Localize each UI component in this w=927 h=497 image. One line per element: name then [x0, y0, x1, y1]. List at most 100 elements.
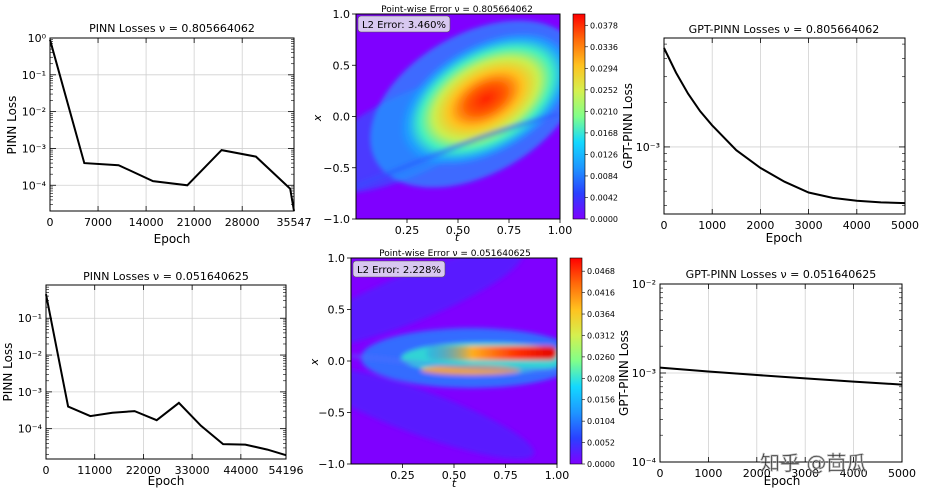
- x-axis-label: Epoch: [766, 231, 803, 245]
- plot-frame: [49, 37, 295, 212]
- grid: [659, 283, 903, 463]
- y-tick-label: 0.0: [328, 355, 346, 368]
- colorbar-tick-label: 0.0294: [590, 64, 618, 73]
- series-line: [45, 294, 287, 457]
- colorbar-tick-label: 0.0168: [590, 129, 618, 138]
- chart-pointwise-error-top: Point-wise Error ν = 0.805664062 L2 Erro…: [311, 5, 618, 244]
- y-axis-label: GPT-PINN Loss: [617, 330, 631, 416]
- x-axis-label: t: [455, 231, 460, 244]
- x-ticks: 0 11000 22000 33000 44000 54196: [43, 285, 304, 477]
- y-axis-label: PINN Loss: [5, 96, 19, 155]
- y-tick-label: 10⁻²: [18, 349, 42, 362]
- heatmap-lower-band: [351, 367, 535, 459]
- y-ticks: 10⁻³: [636, 43, 905, 206]
- chart-gpt-pinn-loss-bottom: GPT-PINN Losses ν = 0.051640625 0 1000 200…: [617, 268, 916, 488]
- y-tick-label: 10⁻³: [636, 141, 660, 154]
- x-tick-label: 1000: [694, 467, 722, 480]
- chart-gpt-pinn-loss-top: GPT-PINN Losses ν = 0.805664062 0 1000 200…: [621, 23, 919, 245]
- y-tick-label: 10⁻¹: [18, 312, 42, 325]
- y-tick-label: 1.0: [333, 8, 351, 21]
- plot-frame: [663, 37, 906, 215]
- heatmap-ridge: [351, 354, 557, 372]
- x-tick-label: 22000: [126, 464, 161, 477]
- l2-error-text: L2 Error: 2.228%: [357, 265, 441, 276]
- colorbar-ticks: 0.0000 0.0052 0.0104 0.0156 0.0208 0.0260 0.03…: [582, 267, 615, 469]
- chart-title: Point-wise Error ν = 0.051640625: [379, 249, 531, 259]
- y-ticks: −1.0 −0.5 0.0 0.5 1.0: [323, 8, 356, 226]
- x-ticks: 0 1000 2000 3000 4000 5000: [657, 284, 916, 480]
- y-tick-label: 10⁻²: [632, 278, 656, 291]
- x-tick-label: 28000: [225, 216, 260, 229]
- x-tick-label: 0.25: [390, 469, 415, 482]
- colorbar-tick-label: 0.0312: [587, 331, 615, 340]
- chart-title: PINN Losses ν = 0.805664062: [89, 22, 255, 35]
- y-tick-label: −1.0: [318, 458, 345, 471]
- y-tick-label: −1.0: [323, 213, 350, 226]
- y-tick-label: 10⁻³: [632, 367, 656, 380]
- series-line: [49, 39, 295, 212]
- y-tick-label: 0.5: [328, 304, 346, 317]
- y-tick-label: 0.0: [333, 111, 351, 124]
- y-tick-label: 10⁻²: [22, 106, 46, 119]
- x-tick-label: 1.00: [548, 224, 573, 237]
- chart-title: GPT-PINN Losses ν = 0.805664062: [689, 23, 880, 36]
- colorbar-tick-label: 0.0378: [590, 21, 618, 30]
- x-tick-label: 0.50: [446, 224, 471, 237]
- x-tick-label: 44000: [223, 464, 258, 477]
- chart-title: Point-wise Error ν = 0.805664062: [381, 5, 533, 15]
- colorbar-tick-label: 0.0104: [587, 417, 615, 426]
- heatmap-area: [351, 258, 557, 464]
- colorbar-tick-label: 0.0208: [587, 374, 615, 383]
- x-tick-label: 54196: [269, 464, 304, 477]
- x-tick-label: 1000: [698, 219, 726, 232]
- x-tick-label: 3000: [791, 467, 819, 480]
- y-tick-label: 10⁻¹: [22, 69, 46, 82]
- x-axis-label: Epoch: [764, 474, 801, 488]
- heatmap-peak-stripe: [426, 346, 557, 360]
- colorbar: [569, 257, 583, 465]
- colorbar: [572, 13, 586, 220]
- grid: [45, 285, 287, 459]
- x-tick-label: 5000: [891, 219, 919, 232]
- x-tick-label: 2000: [743, 467, 771, 480]
- colorbar-tick-label: 0.0084: [590, 172, 618, 181]
- x-tick-label: 3000: [795, 219, 823, 232]
- colorbar-tick-label: 0.0252: [590, 86, 618, 95]
- x-axis-label: Epoch: [148, 474, 185, 488]
- x-tick-label: 7000: [84, 216, 112, 229]
- chart-pinn-loss-top: PINN Losses ν = 0.805664062 0 7000 14000 21…: [5, 22, 312, 246]
- colorbar-tick-label: 0.0468: [587, 267, 615, 276]
- x-tick-label: 4000: [843, 219, 871, 232]
- y-axis-label: PINN Loss: [1, 343, 15, 402]
- y-ticks: 10⁻⁴ 10⁻³ 10⁻² 10⁻¹ 10⁰: [22, 32, 294, 205]
- plot-frame: [45, 284, 287, 460]
- x-tick-label: 0.75: [493, 469, 518, 482]
- x-tick-label: 0: [43, 464, 50, 477]
- y-tick-label: −0.5: [318, 407, 345, 420]
- y-tick-label: 10⁻³: [18, 386, 42, 399]
- heatmap-upper-band: [351, 258, 523, 349]
- heatmap-ridge: [356, 111, 560, 189]
- y-tick-label: 1.0: [328, 252, 346, 265]
- y-tick-label: 0.5: [333, 59, 351, 72]
- y-tick-label: 10⁻⁴: [632, 456, 657, 469]
- y-ticks: 10⁻⁴ 10⁻³ 10⁻²: [632, 278, 902, 469]
- y-ticks: 10⁻⁴ 10⁻³ 10⁻² 10⁻¹: [18, 286, 286, 455]
- y-tick-label: 10⁰: [28, 32, 47, 45]
- y-axis-label: x: [308, 358, 321, 366]
- l2-error-text: L2 Error: 3.460%: [362, 20, 446, 31]
- colorbar-tick-label: 0.0336: [590, 43, 618, 52]
- y-axis-label: x: [311, 114, 324, 122]
- colorbar-tick-label: 0.0052: [587, 439, 615, 448]
- x-tick-label: 1.00: [545, 469, 570, 482]
- colorbar-tick-label: 0.0000: [590, 215, 618, 224]
- x-tick-label: 11000: [77, 464, 112, 477]
- series-line: [659, 366, 903, 386]
- x-tick-label: 14000: [129, 216, 164, 229]
- heatmap-area: [356, 14, 560, 219]
- l2-error-badge: [352, 260, 446, 278]
- colorbar-tick-label: 0.0210: [590, 107, 618, 116]
- colorbar-tick-label: 0.0126: [590, 150, 618, 159]
- colorbar-ticks: 0.0000 0.0042 0.0084 0.0126 0.0168 0.0210 0.02…: [585, 21, 618, 224]
